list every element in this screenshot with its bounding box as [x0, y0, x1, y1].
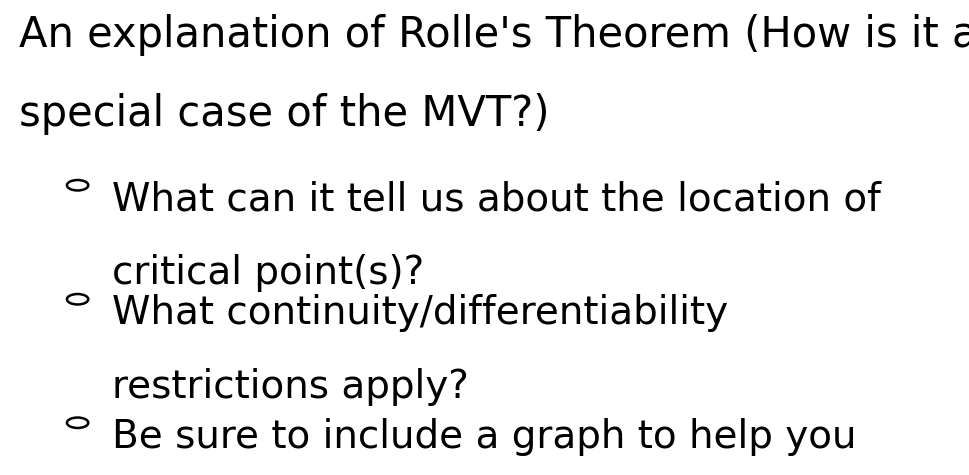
Text: restrictions apply?: restrictions apply? — [111, 368, 468, 406]
Text: What continuity/differentiability: What continuity/differentiability — [111, 294, 727, 332]
Text: special case of the MVT?): special case of the MVT?) — [19, 93, 549, 134]
Text: critical point(s)?: critical point(s)? — [111, 254, 423, 292]
Text: An explanation of Rolle's Theorem (How is it a: An explanation of Rolle's Theorem (How i… — [19, 14, 969, 56]
Text: What can it tell us about the location of: What can it tell us about the location o… — [111, 180, 880, 218]
Text: Be sure to include a graph to help you: Be sure to include a graph to help you — [111, 418, 856, 456]
